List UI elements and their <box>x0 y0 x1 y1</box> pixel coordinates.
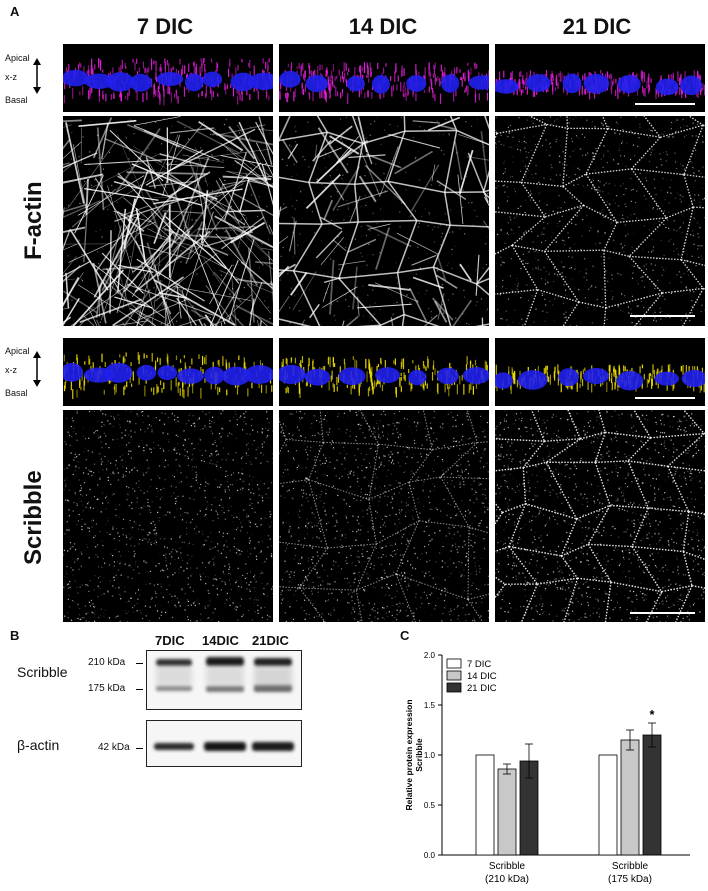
column-title-7dic: 7 DIC <box>136 14 194 39</box>
column-title-14dic: 14 DIC <box>348 14 418 39</box>
xz-label: x-z <box>5 72 17 82</box>
bar-7dic <box>598 754 618 856</box>
legend-label: 21 DIC <box>467 683 497 694</box>
scribble-xz-panel <box>63 338 273 406</box>
marker-tick <box>136 663 143 664</box>
western-blot-image <box>146 650 302 767</box>
factin-image-panel <box>63 116 273 326</box>
significance-marker: * <box>649 707 655 722</box>
x-tick-label: Scribble (175 kDa) <box>608 861 652 885</box>
scribble-image-panel <box>63 410 273 622</box>
lane-label-7dic: 7DIC <box>155 633 185 648</box>
legend-swatch <box>446 670 462 681</box>
marker-175kda: 175 kDa <box>88 683 126 694</box>
scribble-image-panel <box>279 410 489 622</box>
bar-14dic <box>620 739 640 856</box>
marker-42kda: 42 kDa <box>98 742 130 753</box>
blot-label-scribble: Scribble <box>17 664 68 680</box>
panel-label-c: C <box>400 628 410 643</box>
lane-label-14dic: 14DIC <box>202 633 239 648</box>
y-tick-label: 1.0 <box>424 751 436 760</box>
basal-label: Basal <box>5 95 28 105</box>
column-title-21dic: 21 DIC <box>562 14 632 39</box>
apical-label: Apical <box>5 53 30 63</box>
legend-swatch <box>446 658 462 669</box>
bar-14dic <box>497 768 517 856</box>
panel-label-b: B <box>10 628 20 643</box>
apical-label-2: Apical <box>5 346 30 356</box>
y-tick-label: 0.0 <box>424 851 436 860</box>
factin-image-panel <box>495 116 705 326</box>
panel-label-a: A <box>10 4 20 19</box>
y-tick-label: 0.5 <box>424 801 436 810</box>
basal-label-2: Basal <box>5 388 28 398</box>
marker-tick <box>136 748 143 749</box>
scribble-image-panel <box>495 410 705 622</box>
factin-image-panel <box>279 116 489 326</box>
x-tick-label: Scribble (210 kDa) <box>485 861 529 885</box>
factin-xz-panel <box>495 44 705 112</box>
factin-xz-panel <box>63 44 273 112</box>
marker-210kda: 210 kDa <box>88 657 126 668</box>
lane-label-21dic: 21DIC <box>252 633 289 648</box>
row-label-factin: F-actin <box>20 181 47 260</box>
apical-basal-arrow-icon-2 <box>33 351 41 387</box>
legend-swatch <box>446 682 462 693</box>
legend-label: 7 DIC <box>467 659 491 670</box>
legend-label: 14 DIC <box>467 671 497 682</box>
scribble-xz-panel <box>279 338 489 406</box>
y-tick-label: 1.5 <box>424 701 436 710</box>
marker-tick <box>136 689 143 690</box>
bar-chart: 0.0 0.5 1.0 1.5 2.0 Relative protein expressi… <box>404 651 690 885</box>
y-tick-label: 2.0 <box>424 651 436 660</box>
apical-basal-arrow-icon <box>33 58 41 94</box>
bar-21dic <box>642 734 662 856</box>
xz-label-2: x-z <box>5 365 17 375</box>
bar-7dic <box>475 754 495 856</box>
blot-label-bactin: β-actin <box>17 737 60 753</box>
y-axis-label: Relative protein expressionScribble <box>404 699 424 810</box>
row-label-scribble: Scribble <box>20 470 47 565</box>
factin-xz-panel <box>279 44 489 112</box>
scribble-xz-panel <box>495 338 705 406</box>
